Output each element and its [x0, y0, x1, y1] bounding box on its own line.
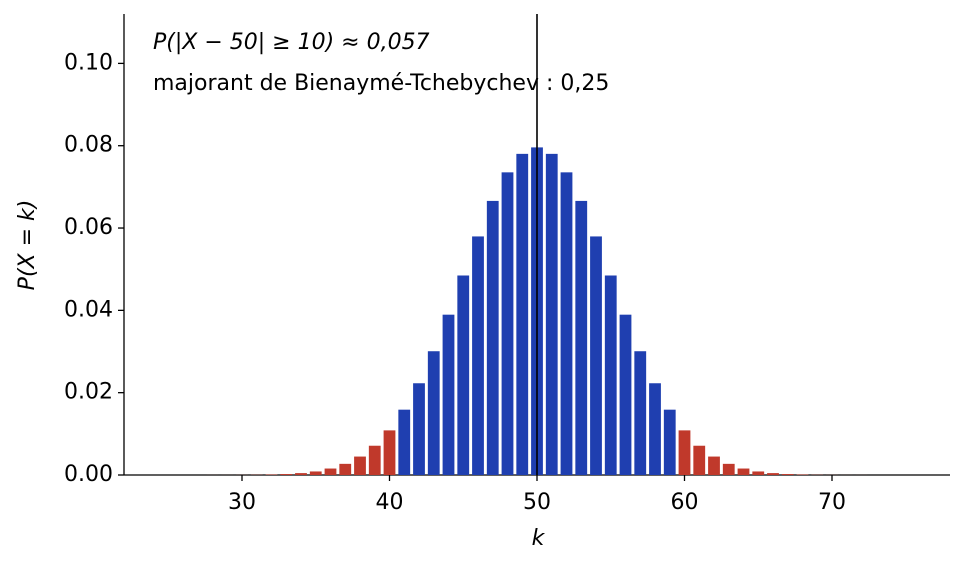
bar	[752, 471, 765, 475]
annotation: majorant de Bienaymé-Tchebychev : 0,25	[153, 71, 609, 96]
bar	[693, 445, 706, 475]
bar	[516, 153, 529, 475]
x-tick-label: 50	[523, 490, 551, 515]
bar	[663, 409, 676, 475]
bar	[678, 430, 691, 475]
x-axis-label: k	[532, 526, 546, 551]
x-tick-label: 40	[376, 490, 404, 515]
y-tick-label: 0.10	[64, 50, 113, 75]
bar	[501, 172, 514, 475]
bar	[368, 445, 381, 475]
bar	[472, 236, 484, 475]
bar	[427, 351, 440, 475]
y-axis-label: P(X = k)	[15, 200, 40, 291]
x-tick-label: 70	[818, 490, 846, 515]
x-tick-label: 60	[671, 490, 699, 515]
bar	[280, 474, 293, 475]
bar	[619, 314, 632, 475]
bar	[486, 200, 499, 475]
bar	[545, 153, 558, 475]
bar	[354, 456, 366, 475]
x-tick-label: 30	[228, 490, 256, 515]
bar	[398, 409, 411, 475]
bar	[442, 314, 455, 475]
y-tick-label: 0.04	[64, 297, 113, 322]
bar	[781, 474, 794, 475]
y-tick-label: 0.00	[64, 462, 113, 487]
bar	[722, 463, 735, 475]
bar	[309, 471, 322, 475]
bar	[575, 200, 588, 475]
bar	[324, 468, 337, 475]
y-tick-label: 0.02	[64, 380, 113, 405]
bar	[649, 383, 661, 475]
bar	[560, 172, 573, 475]
bar	[457, 275, 470, 475]
bar	[590, 236, 602, 475]
bar	[383, 430, 396, 475]
y-tick-label: 0.06	[64, 215, 113, 240]
bar	[604, 275, 617, 475]
bar	[737, 468, 750, 475]
annotation: P(|X − 50| ≥ 10) ≈ 0,057	[153, 30, 430, 55]
y-tick-label: 0.08	[64, 133, 113, 158]
bar	[708, 456, 720, 475]
bar	[634, 351, 647, 475]
bar	[767, 473, 779, 475]
bar	[413, 383, 425, 475]
bar	[339, 463, 352, 475]
bar	[295, 473, 307, 475]
